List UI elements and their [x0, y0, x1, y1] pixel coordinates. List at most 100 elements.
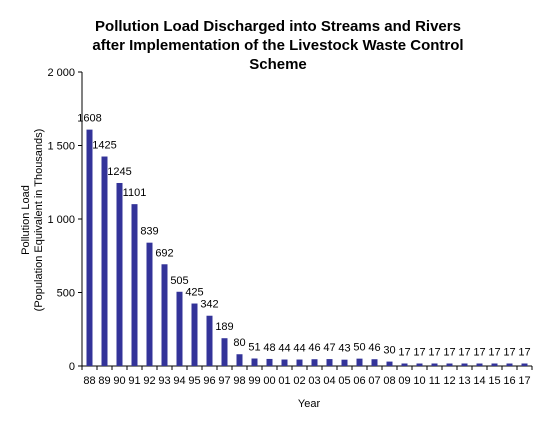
x-tick-label: 90 — [113, 375, 125, 387]
bar — [221, 338, 228, 366]
data-label: 47 — [323, 342, 335, 354]
x-tick-label: 00 — [263, 375, 275, 387]
bar — [506, 363, 513, 366]
data-label: 80 — [233, 337, 245, 349]
bar — [521, 363, 528, 366]
x-tick-label: 15 — [488, 375, 500, 387]
bar — [176, 291, 183, 366]
data-label: 1425 — [92, 140, 116, 152]
chart-title-line-1: Pollution Load Discharged into Streams a… — [95, 18, 461, 35]
x-tick-label: 09 — [398, 375, 410, 387]
x-tick-label: 92 — [143, 375, 155, 387]
bar — [146, 242, 153, 366]
data-label: 505 — [170, 275, 188, 287]
x-tick-label: 96 — [203, 375, 215, 387]
bar — [281, 359, 288, 366]
data-label: 17 — [473, 347, 485, 359]
data-label: 692 — [155, 247, 173, 259]
x-tick-label: 91 — [128, 375, 140, 387]
x-tick-label: 93 — [158, 375, 170, 387]
x-tick-label: 11 — [429, 375, 440, 387]
x-tick-label: 14 — [473, 375, 485, 387]
data-label: 17 — [413, 347, 425, 359]
x-tick-label: 13 — [458, 375, 470, 387]
bar — [296, 359, 303, 366]
data-label: 51 — [248, 342, 260, 354]
data-label: 17 — [398, 347, 410, 359]
x-tick-label: 99 — [248, 375, 260, 387]
data-label: 46 — [308, 342, 320, 354]
bar — [491, 363, 498, 366]
x-tick-label: 04 — [323, 375, 335, 387]
y-tick-label: 1 000 — [47, 214, 75, 226]
x-tick-label: 16 — [503, 375, 515, 387]
x-tick-label: 03 — [308, 375, 320, 387]
bar — [191, 303, 198, 366]
bar — [416, 363, 423, 366]
data-label: 839 — [140, 226, 158, 238]
data-label: 48 — [263, 342, 275, 354]
bar — [86, 129, 93, 366]
chart-title-line-3: Scheme — [249, 56, 307, 73]
bar — [251, 358, 258, 366]
y-axis-label-line-1: Pollution Load — [20, 185, 32, 255]
bar — [116, 182, 123, 366]
y-tick-label: 1 500 — [47, 141, 75, 153]
bar — [431, 363, 438, 366]
bar — [311, 359, 318, 366]
bar — [236, 354, 243, 366]
y-tick-label: 500 — [57, 288, 75, 300]
x-tick-label: 89 — [98, 375, 110, 387]
data-label: 50 — [353, 342, 365, 354]
bar — [161, 264, 168, 366]
x-tick-label: 12 — [443, 375, 455, 387]
x-axis-label: Year — [298, 398, 321, 410]
y-axis-label-line-2: (Population Equivalent in Thousands) — [33, 129, 45, 312]
data-label: 43 — [338, 343, 350, 355]
data-label: 1245 — [107, 166, 131, 178]
data-label: 17 — [443, 347, 455, 359]
x-tick-label: 10 — [413, 375, 425, 387]
data-label: 46 — [368, 342, 380, 354]
bar — [461, 363, 468, 366]
chart-title-line-2: after Implementation of the Livestock Wa… — [92, 37, 463, 54]
x-tick-label: 88 — [83, 375, 95, 387]
bar — [101, 156, 108, 366]
bar — [206, 315, 213, 366]
data-label: 189 — [215, 321, 233, 333]
x-tick-label: 94 — [173, 375, 185, 387]
x-tick-label: 17 — [518, 375, 530, 387]
x-tick-label: 08 — [383, 375, 395, 387]
bar — [386, 361, 393, 366]
x-tick-label: 01 — [278, 375, 290, 387]
y-tick-label: 2 000 — [47, 67, 75, 79]
x-tick-label: 98 — [233, 375, 245, 387]
data-label: 17 — [428, 347, 440, 359]
data-label: 1101 — [123, 187, 147, 199]
bar — [266, 358, 273, 366]
bar — [356, 358, 363, 366]
x-tick-label: 02 — [293, 375, 305, 387]
data-label: 17 — [488, 347, 500, 359]
x-tick-label: 97 — [218, 375, 230, 387]
bar — [131, 204, 138, 366]
bar — [326, 359, 333, 366]
data-label: 425 — [185, 287, 203, 299]
data-label: 44 — [293, 343, 305, 355]
y-tick-label: 0 — [69, 361, 75, 373]
data-label: 17 — [503, 347, 515, 359]
data-label: 17 — [518, 347, 530, 359]
bar — [371, 359, 378, 366]
x-tick-label: 05 — [338, 375, 350, 387]
x-tick-label: 95 — [188, 375, 200, 387]
bar — [401, 363, 408, 366]
data-label: 44 — [278, 343, 290, 355]
bar — [476, 363, 483, 366]
x-tick-label: 07 — [368, 375, 380, 387]
data-label: 17 — [458, 347, 470, 359]
data-label: 342 — [200, 299, 218, 311]
data-label: 30 — [383, 345, 395, 357]
data-label: 1608 — [77, 113, 101, 125]
